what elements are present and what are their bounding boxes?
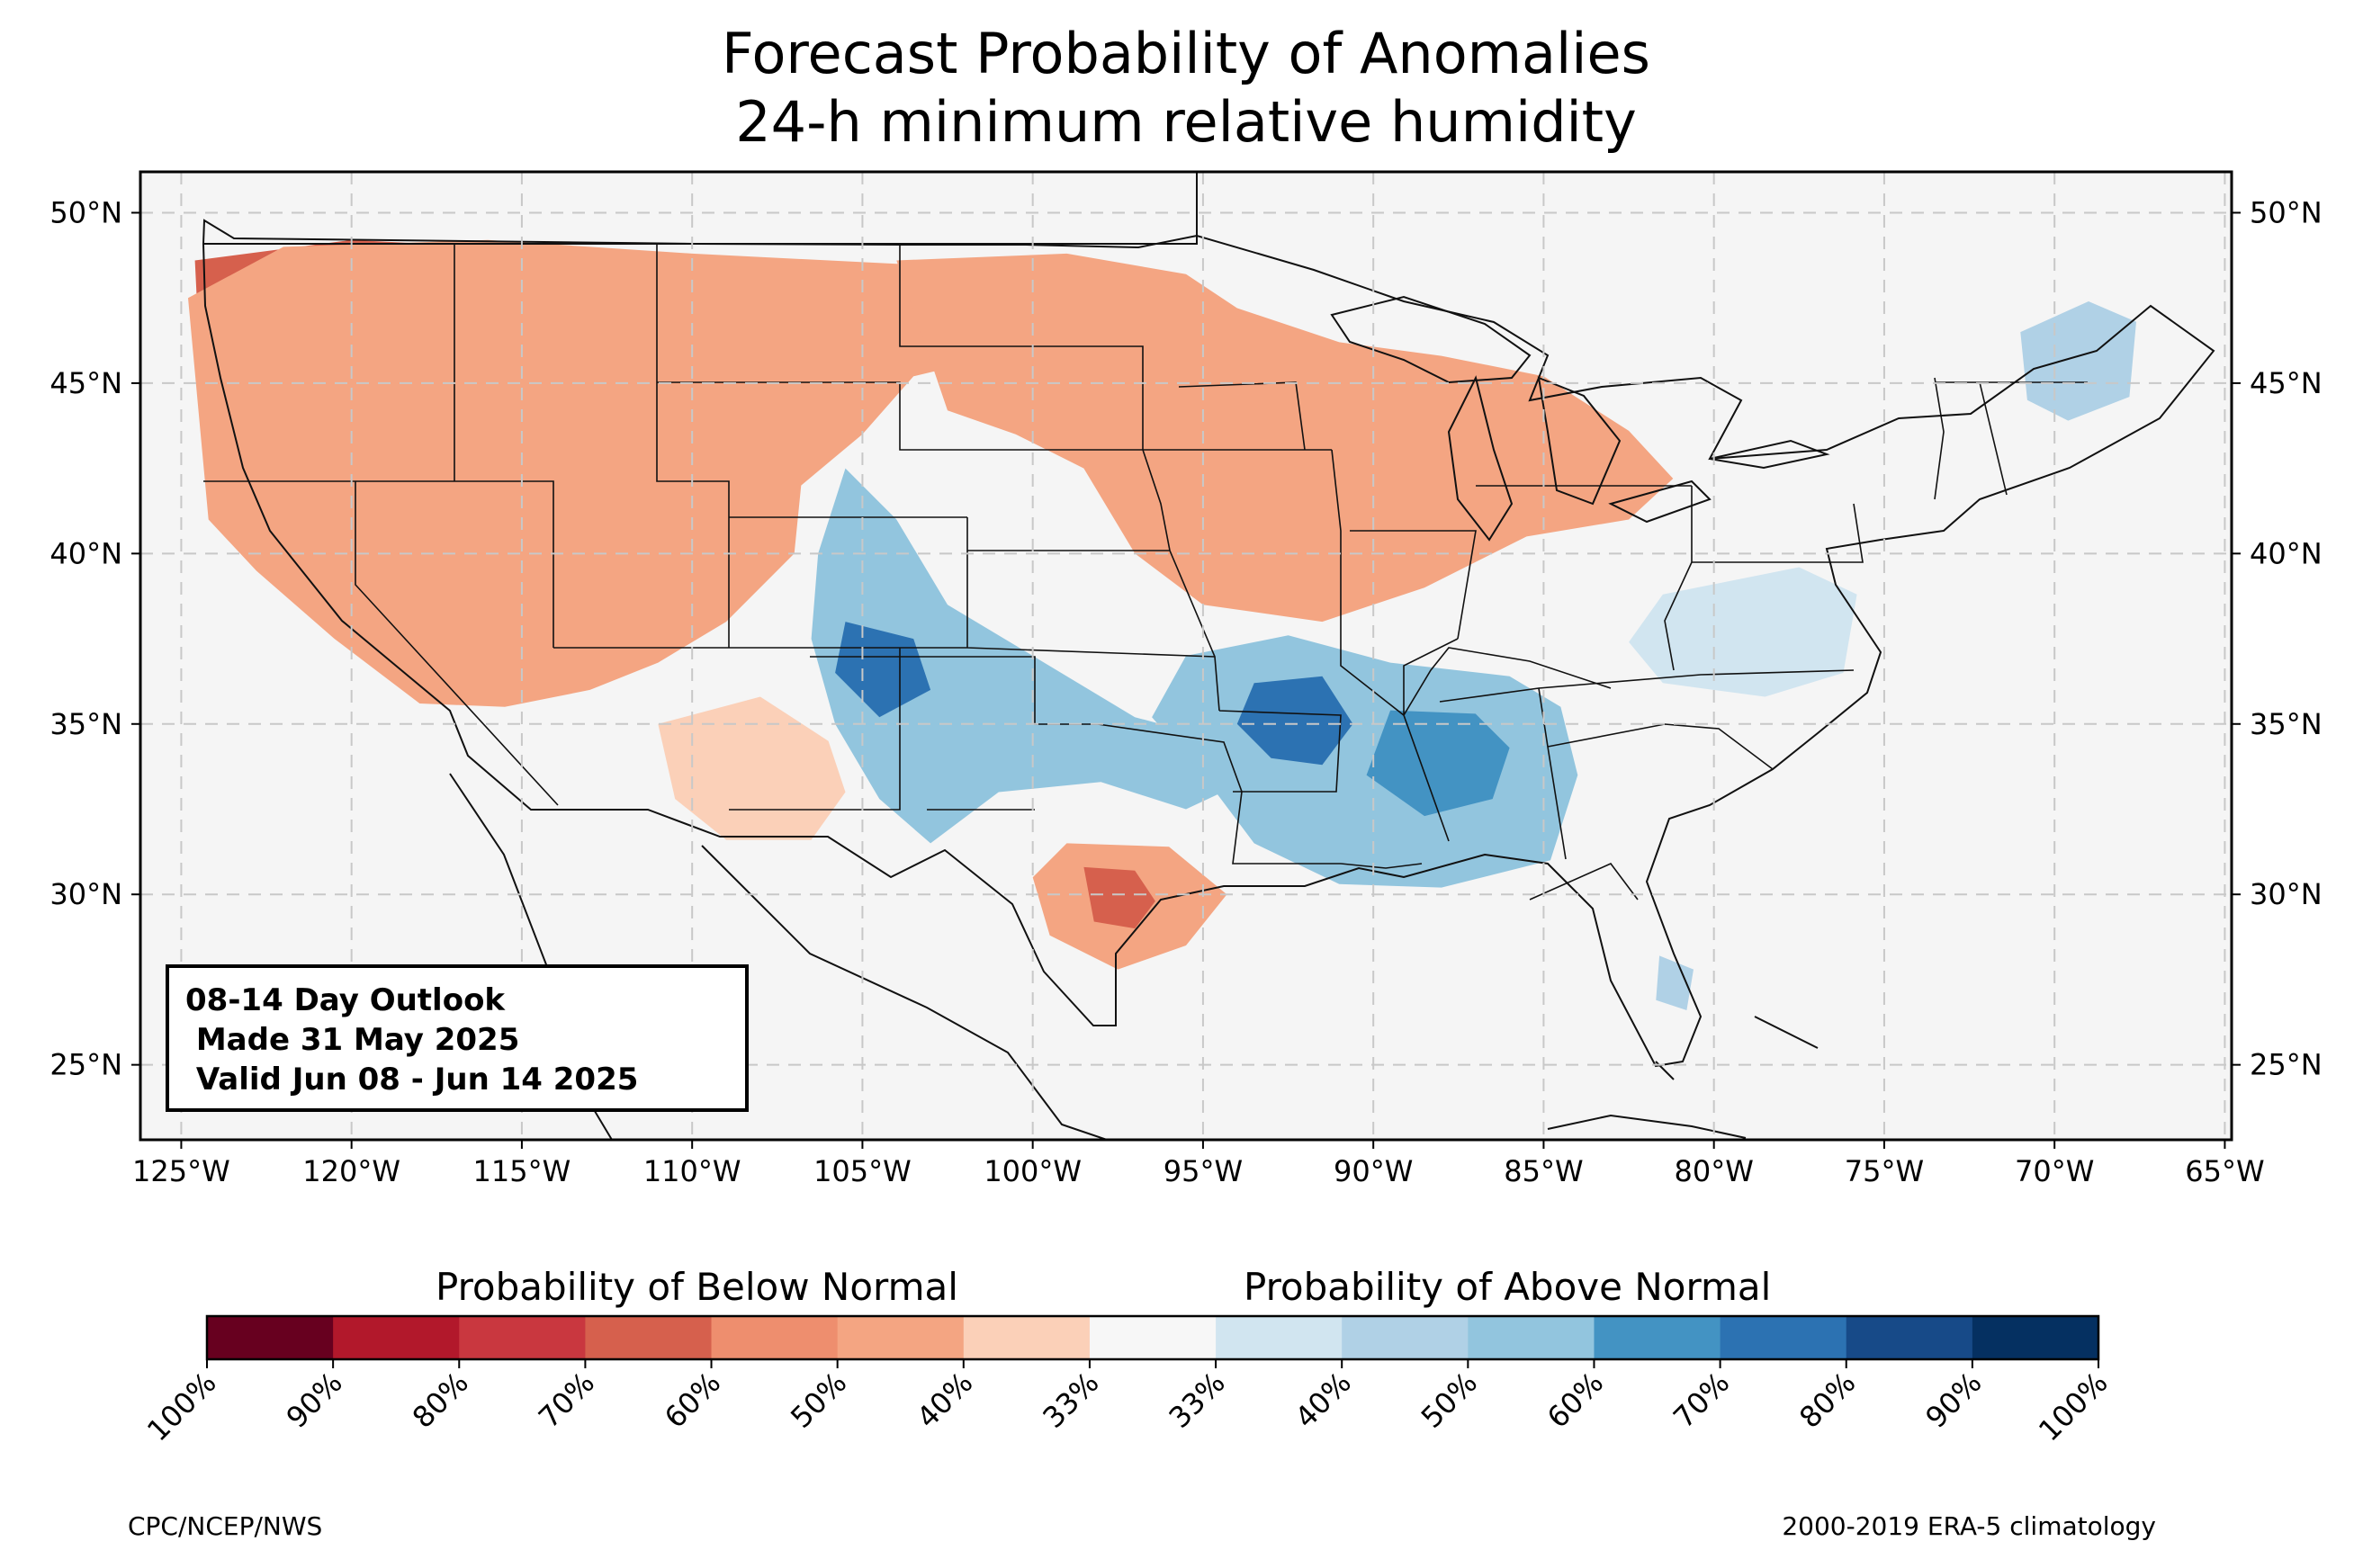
y-tick-label-right: 45°N [2250, 366, 2323, 400]
region-deep-south-above-70 [1366, 710, 1510, 817]
state-borders [203, 244, 2088, 900]
region-north-central-below-50 [896, 253, 1674, 623]
climatology-note: 2000-2019 ERA-5 climatology [1782, 1511, 2156, 1541]
x-tick-label: 85°W [1504, 1154, 1583, 1188]
colorbar-frame [205, 1314, 2100, 1361]
region-southwest-below-40 [658, 696, 846, 840]
colorbar-tick-label: 33% [1036, 1366, 1105, 1435]
y-tick-label-left: 50°N [49, 195, 122, 229]
colorbar-swatch [1720, 1316, 1847, 1359]
colorbar-tick-label: 70% [1667, 1366, 1736, 1435]
colorbar-tick-label: 40% [910, 1366, 979, 1435]
y-tick-label-right: 25°N [2250, 1048, 2323, 1082]
colorbar-swatch [1468, 1316, 1595, 1359]
axis-ticks: 125°W 120°W 115°W 110°W 105°W 100°W 95°W 90°W 85… [49, 195, 2322, 1188]
x-tick-label: 100°W [984, 1154, 1082, 1188]
state-lines [203, 244, 2088, 900]
region-colorado-above-70 [835, 622, 931, 718]
colorbar-swatch [837, 1316, 965, 1359]
source-credit: CPC/NCEP/NWS [128, 1511, 323, 1541]
region-west-below-50 [188, 239, 1067, 707]
colorbar-tick-label: 90% [1918, 1366, 1988, 1435]
colorbar-tick-label: 33% [1163, 1366, 1232, 1435]
colorbar-swatch [963, 1316, 1091, 1359]
colorbar-tick-label: 90% [280, 1366, 349, 1435]
colorbar-tick-label: 60% [1541, 1366, 1610, 1435]
colorbar-tick-label: 100% [140, 1366, 223, 1448]
colorbar-tick-label: 70% [532, 1366, 601, 1435]
y-tick-label-left: 25°N [49, 1048, 122, 1082]
colorbar-swatch [1342, 1316, 1469, 1359]
y-tick-label-right: 30°N [2250, 877, 2323, 911]
boundaries-layer [202, 172, 2215, 1140]
y-tick-label-right: 50°N [2250, 195, 2323, 229]
y-tick-label-right: 40°N [2250, 536, 2323, 570]
colorbar-tick-label: 60% [658, 1366, 727, 1435]
x-tick-label: 90°W [1334, 1154, 1413, 1188]
colorbar-swatch [1216, 1316, 1343, 1359]
outlook-period: 08-14 Day Outlook [185, 982, 506, 1018]
colorbar-swatch [333, 1316, 460, 1359]
x-tick-label: 80°W [1674, 1154, 1753, 1188]
colorbar: 100% 90% 80% 70% 60% 50% 40% 33% 33% 40% 50% 60% 70%… [140, 1314, 2115, 1448]
x-tick-label: 110°W [643, 1154, 741, 1188]
colorbar-swatch [1089, 1316, 1217, 1359]
x-tick-label: 105°W [813, 1154, 912, 1188]
probability-regions [188, 239, 2136, 1010]
x-tick-label: 75°W [1845, 1154, 1924, 1188]
above-normal-label: Probability of Above Normal [1244, 1265, 1772, 1309]
y-tick-label-left: 30°N [49, 877, 122, 911]
y-tick-label-right: 35°N [2250, 707, 2323, 741]
us-outline [202, 219, 2215, 1068]
colorbar-tick-label: 100% [2032, 1366, 2115, 1448]
colorbar-tick-label: 50% [1415, 1366, 1484, 1435]
colorbar-tick-label: 80% [406, 1366, 475, 1435]
title-line-1: Forecast Probability of Anomalies [722, 21, 1650, 86]
colorbar-tick-label: 40% [1289, 1366, 1358, 1435]
great-lakes [1330, 295, 1830, 542]
colorbar-swatch [711, 1316, 839, 1359]
x-tick-label: 65°W [2185, 1154, 2264, 1188]
colorbar-swatch [1594, 1316, 1721, 1359]
colorbar-swatch [585, 1316, 713, 1359]
outlook-info-box: 08-14 Day Outlook Made 31 May 2025 Valid… [166, 964, 749, 1112]
region-colorado-above-50 [811, 468, 1237, 844]
x-tick-label: 70°W [2015, 1154, 2094, 1188]
region-maine-above-40 [2020, 301, 2136, 421]
colorbar-headings: Probability of Below Normal Probability … [207, 1265, 2098, 1315]
region-central-texas-below-70 [1083, 866, 1155, 929]
y-tick-label-left: 35°N [49, 707, 122, 741]
region-lower-mississippi-above-70 [1236, 676, 1353, 766]
x-tick-label: 95°W [1164, 1154, 1243, 1188]
colorbar-swatch [459, 1316, 586, 1359]
colorbar-swatch [207, 1316, 334, 1359]
colorbar-swatch [1846, 1316, 1973, 1359]
outlook-valid-dates: Valid Jun 08 - Jun 14 2025 [185, 1062, 639, 1098]
x-tick-label: 115°W [473, 1154, 571, 1188]
x-tick-label: 125°W [132, 1154, 230, 1188]
map-title: Forecast Probability of Anomalies 24-h m… [0, 20, 2372, 157]
region-florida-above-40 [1656, 955, 1694, 1010]
title-line-2: 24-h minimum relative humidity [735, 89, 1637, 155]
y-tick-label-left: 45°N [49, 366, 122, 400]
colorbar-tick-label: 50% [784, 1366, 853, 1435]
canada-border [203, 172, 1198, 245]
map-frame [139, 170, 2233, 1142]
x-tick-label: 120°W [302, 1154, 400, 1188]
region-mid-atlantic-above-40 [1629, 567, 1857, 697]
y-tick-label-left: 40°N [49, 536, 122, 570]
colorbar-tick-label: 80% [1792, 1366, 1862, 1435]
outlook-made-date: Made 31 May 2025 [185, 1022, 520, 1058]
below-normal-label: Probability of Below Normal [436, 1265, 958, 1309]
colorbar-swatch [1972, 1316, 2099, 1359]
